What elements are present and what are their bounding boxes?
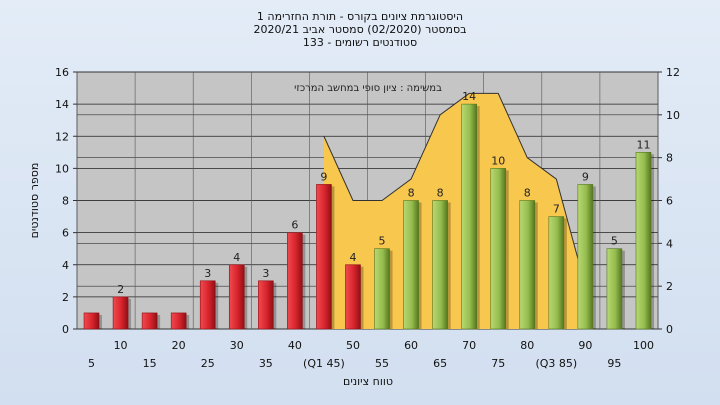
x-tick-label: 40: [288, 339, 302, 352]
y2-tick-label: 2: [666, 280, 673, 293]
y2-tick-label: 6: [666, 195, 673, 208]
value-label: 8: [437, 187, 444, 200]
value-label: 8: [524, 187, 531, 200]
x-axis: 5 10 15 20 25 30 35 40(Q1 45)50 55 60 65 70 75 80(Q3 …: [88, 339, 654, 370]
value-label: 10: [491, 154, 505, 167]
bar: [635, 152, 652, 330]
value-label: 8: [408, 187, 415, 200]
value-label: 5: [611, 235, 618, 248]
chart-title-line-3: סטודנטים רשומים - 133: [302, 36, 418, 49]
value-label: 4: [349, 251, 356, 264]
y-tick-label: 2: [62, 291, 69, 304]
y2-tick-label: 4: [666, 237, 673, 250]
y-tick-label: 10: [55, 162, 69, 175]
x-tick-label: 60: [404, 339, 418, 352]
bar: [316, 184, 332, 330]
x-tick-label: 80: [520, 339, 534, 352]
bar: [548, 216, 565, 330]
chart-title-line-2: בסמסטר (02/2020) סמסטר אביב 2020/21: [253, 23, 467, 36]
x-tick-label: 35: [259, 357, 273, 370]
y-axis-label: מספר סטודנטים: [28, 163, 41, 239]
x-tick-label: 50: [346, 339, 360, 352]
x-tick-label: 10: [114, 339, 128, 352]
bars: [83, 103, 654, 330]
value-label: 3: [204, 267, 211, 280]
bar: [83, 312, 100, 330]
x-tick-label: 55: [375, 357, 389, 370]
bar: [199, 280, 216, 330]
y-axis-left: 0 2 4 6 8 10 12 14 16: [55, 66, 77, 336]
bar: [228, 264, 245, 330]
value-label: 6: [291, 219, 298, 232]
bar: [577, 184, 594, 330]
x-tick-label: (Q1 45): [303, 357, 345, 370]
x-tick-label: 65: [433, 357, 447, 370]
bar: [345, 264, 361, 330]
x-tick-label: 15: [143, 357, 157, 370]
value-label: 4: [233, 251, 240, 264]
bar: [403, 200, 419, 330]
cumulative-line: [323, 92, 586, 287]
y-tick-label: 14: [55, 98, 69, 111]
y2-tick-label: 10: [666, 109, 680, 122]
bar: [170, 312, 187, 330]
value-label: 9: [320, 170, 327, 183]
chart-title-line-1: היסטוגרמת ציונים בקורס - תורת החזרימה 1: [256, 10, 464, 23]
y2-tick-label: 0: [666, 323, 673, 336]
value-labels: 2 3 4 3 6 9 4 5 8 8 14 10 8 7 9 5 11: [117, 90, 650, 296]
y-axis-right: 0 2 4 6 8 10 12: [658, 66, 680, 336]
value-label: 7: [553, 203, 560, 216]
y-tick-label: 6: [62, 227, 69, 240]
y-tick-label: 4: [62, 259, 69, 272]
value-label: 3: [262, 267, 269, 280]
bar: [432, 200, 448, 330]
x-tick-label: 75: [491, 357, 505, 370]
x-tick-label: 25: [201, 357, 215, 370]
chart-annotation: במשימה : ציון סופי במחשב המרכזי: [294, 83, 442, 94]
y-tick-label: 8: [62, 195, 69, 208]
y-tick-label: 16: [55, 66, 69, 79]
x-tick-label: 95: [607, 357, 621, 370]
bar: [287, 232, 303, 330]
y2-tick-label: 12: [666, 66, 680, 79]
bar: [112, 296, 129, 330]
x-tick-label: 70: [462, 339, 476, 352]
bar: [606, 248, 623, 330]
bar: [141, 312, 158, 330]
x-tick-label: 100: [633, 339, 654, 352]
y2-tick-label: 8: [666, 152, 673, 165]
bar: [258, 280, 274, 330]
value-label: 9: [582, 170, 589, 183]
x-tick-label: 30: [230, 339, 244, 352]
bar: [374, 248, 390, 330]
bar: [519, 200, 536, 330]
y-tick-label: 0: [62, 323, 69, 336]
x-tick-label: 20: [172, 339, 186, 352]
x-tick-label: 5: [88, 357, 95, 370]
value-label: 14: [462, 90, 476, 103]
bar: [461, 103, 477, 330]
bar: [490, 168, 507, 330]
y-tick-label: 12: [55, 130, 69, 143]
x-axis-label: טווח ציונים: [343, 375, 393, 388]
x-tick-label: 90: [578, 339, 592, 352]
value-label: 5: [379, 235, 386, 248]
value-label: 11: [636, 138, 650, 151]
x-tick-label: (Q3 85): [535, 357, 577, 370]
value-label: 2: [117, 283, 124, 296]
